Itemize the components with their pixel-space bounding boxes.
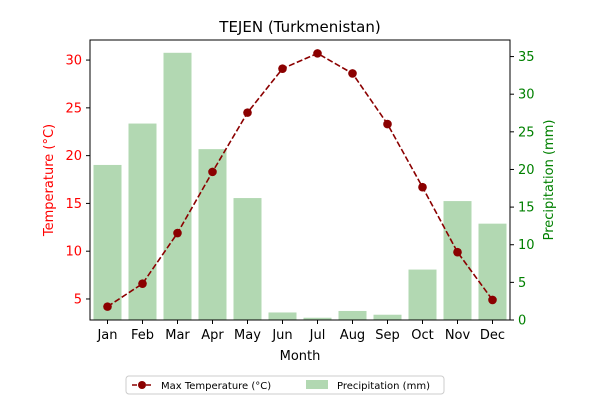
x-tick-label: Oct bbox=[411, 328, 433, 343]
temp-point-sep bbox=[383, 119, 392, 129]
precip-bar-dec bbox=[478, 223, 507, 320]
temp-point-aug bbox=[348, 69, 357, 78]
legend-bar-swatch bbox=[306, 380, 328, 389]
temp-point-may bbox=[243, 108, 252, 117]
precip-bar-may bbox=[233, 198, 262, 320]
y-left-tick-label: 5 bbox=[74, 292, 82, 307]
x-axis-label: Month bbox=[280, 349, 321, 364]
temp-point-mar bbox=[173, 228, 182, 238]
y-right-tick-label: 20 bbox=[518, 163, 535, 178]
x-tick-label: Mar bbox=[165, 328, 190, 343]
y-left-tick-label: 15 bbox=[65, 197, 82, 212]
temp-point-nov bbox=[453, 247, 462, 257]
x-tick-label: Apr bbox=[201, 328, 224, 343]
temp-point-oct bbox=[418, 182, 427, 192]
temp-point-dec bbox=[488, 295, 497, 305]
y-right-tick-label: 30 bbox=[518, 88, 535, 103]
temperature-line bbox=[103, 49, 497, 311]
precip-bar-oct bbox=[408, 269, 437, 320]
y-right-tick-label: 25 bbox=[518, 125, 535, 140]
legend-label-temperature: Max Temperature (°C) bbox=[161, 381, 271, 392]
precip-bar-jul bbox=[303, 317, 332, 320]
precip-bar-jun bbox=[268, 312, 297, 320]
x-tick-label: Dec bbox=[480, 328, 505, 343]
y-left-tick-label: 10 bbox=[65, 245, 82, 260]
legend: Max Temperature (°C) Precipitation (mm) bbox=[125, 375, 445, 395]
y-axis-right-label: Precipitation (mm) bbox=[542, 120, 557, 241]
precip-bar-mar bbox=[163, 52, 192, 320]
precip-bar-jan bbox=[93, 164, 122, 320]
temp-point-feb bbox=[138, 279, 147, 288]
x-tick-label: Nov bbox=[445, 328, 471, 343]
precip-bar-nov bbox=[443, 201, 472, 320]
x-tick-label: Jan bbox=[96, 328, 117, 343]
y-left-tick-label: 20 bbox=[65, 149, 82, 164]
axes: Jan Feb Mar Apr May Jun Jul Aug Sep Oct Nov Dec 5 10 1… bbox=[65, 39, 535, 343]
y-axis-left-label: Temperature (°C) bbox=[42, 124, 57, 237]
y-right-tick-label: 35 bbox=[518, 50, 535, 65]
x-tick-label: Aug bbox=[340, 328, 365, 343]
y-right-tick-label: 5 bbox=[518, 276, 526, 291]
x-tick-label: May bbox=[234, 328, 261, 343]
chart-title: TEJEN (Turkmenistan) bbox=[218, 18, 380, 36]
y-left-tick-label: 30 bbox=[65, 54, 82, 69]
y-left-tick-label: 25 bbox=[65, 101, 82, 116]
precip-bar-sep bbox=[373, 314, 402, 320]
y-right-tick-label: 0 bbox=[518, 314, 526, 329]
plot-frame bbox=[89, 39, 511, 321]
x-tick-label: Jul bbox=[309, 328, 326, 343]
precipitation-bars bbox=[93, 52, 507, 320]
temperature-series-line bbox=[107, 52, 494, 308]
temp-point-apr bbox=[208, 167, 217, 177]
x-tick-label: Sep bbox=[375, 328, 400, 343]
precip-bar-aug bbox=[338, 310, 367, 320]
legend-marker-swatch bbox=[138, 381, 146, 389]
legend-label-precipitation: Precipitation (mm) bbox=[337, 381, 430, 392]
temp-point-jan bbox=[103, 302, 112, 311]
temp-point-jun bbox=[278, 64, 287, 73]
temp-point-jul bbox=[313, 49, 322, 58]
legend-box bbox=[125, 375, 445, 395]
x-tick-label: Feb bbox=[131, 328, 154, 343]
x-tick-label: Jun bbox=[271, 328, 292, 343]
y-right-tick-label: 15 bbox=[518, 201, 535, 216]
y-right-tick-label: 10 bbox=[518, 238, 535, 253]
precip-bar-apr bbox=[198, 149, 227, 320]
